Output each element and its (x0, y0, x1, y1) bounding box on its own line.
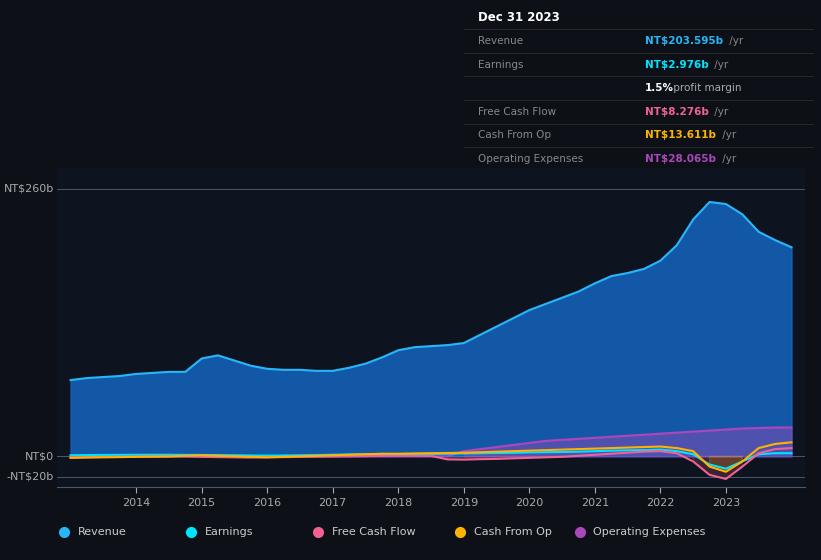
Text: Free Cash Flow: Free Cash Flow (478, 107, 556, 117)
Text: /yr: /yr (718, 130, 736, 141)
Text: Revenue: Revenue (78, 527, 126, 537)
Text: NT$260b: NT$260b (3, 184, 53, 194)
Text: Cash From Op: Cash From Op (478, 130, 551, 141)
Text: NT$0: NT$0 (25, 451, 53, 461)
Text: Operating Expenses: Operating Expenses (478, 154, 583, 164)
Text: /yr: /yr (718, 154, 736, 164)
Text: -NT$20b: -NT$20b (7, 472, 53, 482)
Text: /yr: /yr (711, 107, 728, 117)
Text: NT$28.065b: NT$28.065b (645, 154, 716, 164)
Text: Free Cash Flow: Free Cash Flow (332, 527, 415, 537)
Text: NT$203.595b: NT$203.595b (645, 36, 723, 46)
Text: profit margin: profit margin (670, 83, 741, 93)
Text: Cash From Op: Cash From Op (474, 527, 552, 537)
Text: NT$13.611b: NT$13.611b (645, 130, 716, 141)
Text: NT$2.976b: NT$2.976b (645, 59, 709, 69)
Text: /yr: /yr (711, 59, 728, 69)
Text: NT$8.276b: NT$8.276b (645, 107, 709, 117)
Text: /yr: /yr (726, 36, 743, 46)
Text: Operating Expenses: Operating Expenses (594, 527, 705, 537)
Text: Earnings: Earnings (478, 59, 523, 69)
Text: Revenue: Revenue (478, 36, 523, 46)
Text: 1.5%: 1.5% (645, 83, 674, 93)
Text: Dec 31 2023: Dec 31 2023 (478, 11, 560, 24)
Text: Earnings: Earnings (204, 527, 253, 537)
